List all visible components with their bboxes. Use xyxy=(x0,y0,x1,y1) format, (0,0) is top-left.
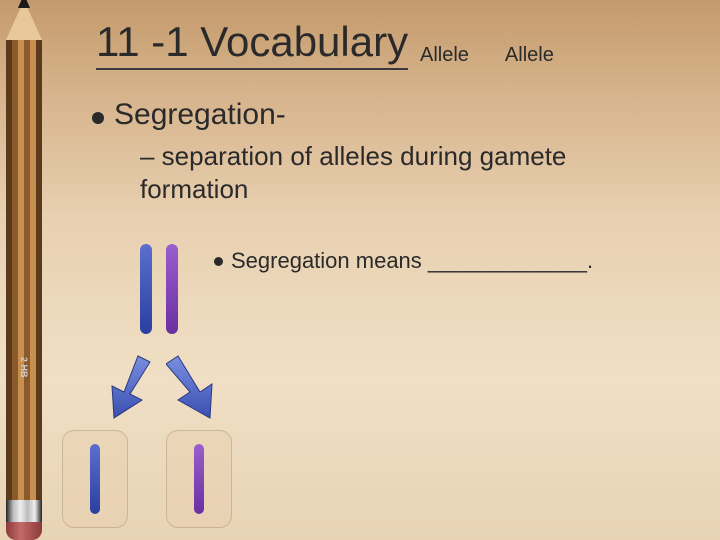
bullet-means: Segregation means _____________. xyxy=(214,248,593,274)
pencil-lead xyxy=(18,0,30,8)
allele-bar-purple xyxy=(166,244,178,334)
bullet-segregation-text: Segregation- xyxy=(114,98,286,132)
pencil-ferrule xyxy=(6,500,42,522)
arrow-right-icon xyxy=(166,352,226,420)
bullet-segregation: Segregation- xyxy=(92,98,286,132)
arrow-left-icon xyxy=(98,352,158,420)
allele-bar-blue-sep xyxy=(90,444,100,514)
allele-bar-purple-sep xyxy=(194,444,204,514)
allele-bar-blue xyxy=(140,244,152,334)
pencil-tip xyxy=(6,0,42,40)
allele-label-2: Allele xyxy=(505,44,554,67)
gamete-box-left xyxy=(62,430,128,528)
gamete-box-right xyxy=(166,430,232,528)
pencil-body xyxy=(6,40,42,500)
bullet-dot-icon xyxy=(214,257,223,266)
allele-labels: Allele Allele xyxy=(420,44,554,67)
bullet-dot-icon xyxy=(92,112,104,124)
slide: 2 HB 11 -1 Vocabulary Allele Allele Segr… xyxy=(0,0,720,540)
allele-label-1: Allele xyxy=(420,44,469,67)
allele-pair-top xyxy=(140,244,178,334)
slide-title: 11 -1 Vocabulary xyxy=(96,18,408,70)
bullet-means-text: Segregation means _____________. xyxy=(231,248,593,274)
pencil-label: 2 HB xyxy=(10,340,38,394)
pencil-eraser xyxy=(6,522,42,540)
pencil-graphic: 2 HB xyxy=(6,0,42,540)
sub-definition: – separation of alleles during gamete fo… xyxy=(140,140,660,205)
